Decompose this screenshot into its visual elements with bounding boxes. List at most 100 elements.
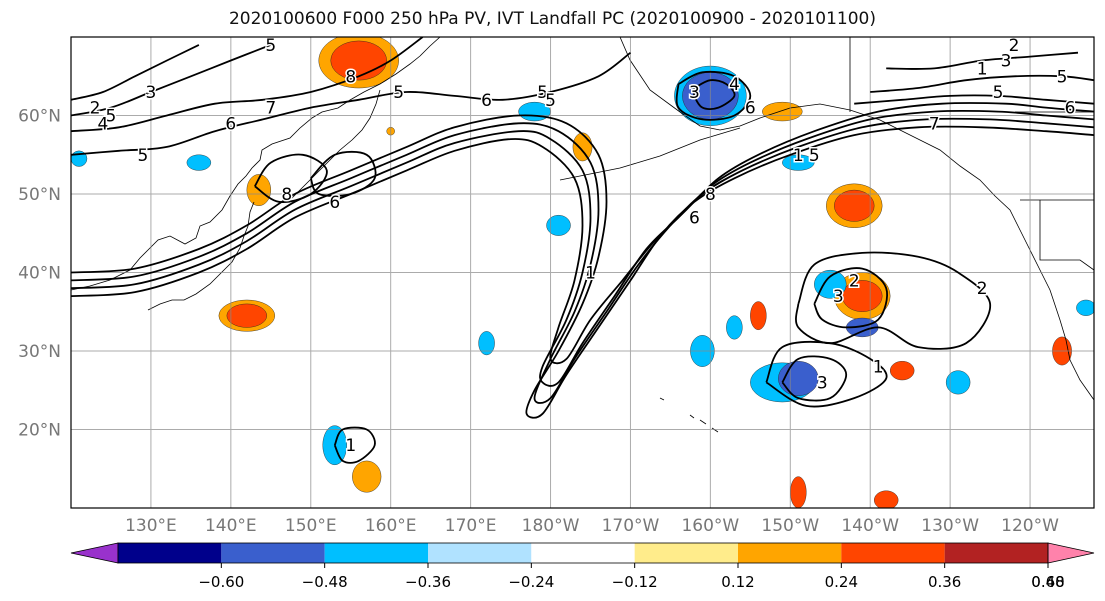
pv-contour-label: 8 (281, 185, 292, 205)
jet-contour-1 (71, 114, 1094, 419)
ivt-patch-central-negative (546, 214, 571, 236)
colorbar-tick-label: 0.36 (928, 573, 961, 591)
ivt-patch-japan-positive (226, 303, 268, 328)
small-low-japan (254, 153, 328, 203)
ivt-patch-east-negative (814, 269, 847, 299)
ivt-patch-far-south-positive-1 (790, 476, 807, 508)
low-contour-aleutian-inner (692, 79, 736, 110)
colorbar-tick-label: 0.12 (721, 573, 754, 591)
colorbar-segment (634, 543, 738, 563)
colorbar: −0.60 −0.48 −0.36 −0.24 −0.12 0.12 0.24 0.36 0.4… (70, 542, 1095, 591)
pv-contour-label: 2 (1009, 36, 1020, 56)
northwest-contour-a (71, 44, 200, 101)
pv-contour-label: 5 (809, 146, 820, 166)
colorbar-segment (944, 543, 1048, 563)
colorbar-tick-label: −0.60 (198, 573, 244, 591)
ivt-patch-nw-negative-2 (186, 154, 212, 171)
pv-contour-label: 2 (849, 271, 860, 291)
lat-label-60: 60°N (18, 107, 61, 127)
ivt-patch-south-positive (352, 460, 382, 493)
pv-contour-label: 3 (146, 83, 157, 103)
pv-contour-label: 7 (265, 99, 276, 119)
map-frame (70, 36, 1095, 509)
pv-contour-label: 8 (705, 185, 716, 205)
pv-contour-label: 5 (1057, 67, 1068, 87)
northeast-contour-a (886, 51, 1079, 70)
ivt-patch-gulf-positive (834, 189, 875, 222)
pv-contour-layer (71, 37, 1094, 464)
colorbar-tick-label: −0.24 (508, 573, 554, 591)
pv-contour-label: 1 (977, 59, 988, 79)
pv-contour-label: 3 (689, 83, 700, 103)
lon-label-240: 120°W (1001, 516, 1059, 536)
coastline-asia (71, 37, 441, 291)
cutoff-low-east (813, 267, 888, 329)
colorbar-tick-label: −0.36 (405, 573, 451, 591)
lon-label-150: 150°E (285, 516, 337, 536)
colorbar-tick-label: 0.60 (1031, 573, 1064, 591)
pv-contour-label: 5 (106, 107, 117, 127)
lat-label-50: 50°N (18, 185, 61, 205)
small-low-south (333, 426, 376, 464)
colorbar-segment (428, 543, 532, 563)
ivt-patch-subtropic-negative-4 (945, 370, 971, 395)
colorbar-segment (324, 543, 428, 563)
border-canada (849, 37, 1094, 271)
pv-contour-label: 2 (977, 279, 988, 299)
pv-contour-label: 1 (345, 436, 356, 456)
pv-contour-label: 1 (873, 358, 884, 378)
pv-contour-label: 5 (393, 83, 404, 103)
pv-contour-label: 7 (929, 114, 940, 134)
ivt-patch-subtropic-positive-1 (750, 301, 767, 331)
pv-contour-label: 5 (537, 83, 548, 103)
figure-title: 2020100600 F000 250 hPa PV, IVT Landfall… (228, 9, 876, 29)
ivt-patch-far-south-positive-2 (874, 490, 899, 508)
ivt-patch-central-positive (572, 132, 593, 162)
colorbar-tick-label: 0.24 (825, 573, 858, 591)
northwest-contour-c (71, 37, 424, 133)
pv-contour-label: 6 (225, 114, 236, 134)
ivt-patch-subtropic-negative-3 (726, 315, 743, 340)
pv-contour-label: 5 (265, 36, 276, 56)
ivt-patch-aleutian-positive (762, 101, 803, 122)
ivt-patch-west-coast-negative (1076, 299, 1094, 316)
lat-label-30: 30°N (18, 342, 61, 362)
low-contour-aleutian (675, 70, 752, 121)
ivt-patch-subtropic-positive-2 (889, 361, 915, 381)
northwest-contour-b (71, 44, 272, 117)
ivt-patch-east-positive (842, 280, 883, 312)
colorbar-tick-label: −0.12 (612, 573, 658, 591)
pv-contour-label: 4 (98, 114, 109, 134)
lat-label-20: 20°N (18, 421, 61, 441)
pv-contour-label: 8 (345, 67, 356, 87)
pv-contour-label: 1 (585, 264, 596, 284)
pv-contour-label: 3 (1001, 52, 1012, 72)
pv-contour-label: 6 (745, 99, 756, 119)
lon-label-160: 160°E (365, 516, 417, 536)
colorbar-segment (841, 543, 945, 563)
pv-contour-label: 1 (793, 146, 804, 166)
colorbar-extend-min (70, 542, 119, 564)
longitude-labels: 130°E 140°E 150°E 160°E 170°E 180°W 170°W 160°W… (125, 516, 1059, 536)
northeast-contour-c (854, 94, 1094, 105)
pv-contour-label: 3 (817, 373, 828, 393)
cutoff-low-south (781, 355, 848, 402)
pv-contour-label: 6 (481, 91, 492, 111)
pv-contour-label: 6 (1065, 99, 1076, 119)
lon-label-200: 160°W (681, 516, 739, 536)
latitude-labels: 60°N 50°N 40°N 30°N 20°N (18, 107, 61, 441)
jet-contour-4 (71, 102, 1094, 365)
lon-label-190: 170°W (602, 516, 660, 536)
northwest-contour-d (71, 51, 632, 156)
ivt-patch-subtropic-negative-1 (478, 331, 495, 356)
coastline-layer (71, 37, 1094, 433)
ivt-anomaly-layer (71, 37, 1094, 508)
lon-label-210: 150°W (761, 516, 819, 536)
lon-label-180: 180°W (522, 516, 580, 536)
colorbar-frame (117, 542, 1049, 564)
northeast-contour-b (870, 74, 1094, 93)
pv-contour-label: 5 (138, 146, 149, 166)
